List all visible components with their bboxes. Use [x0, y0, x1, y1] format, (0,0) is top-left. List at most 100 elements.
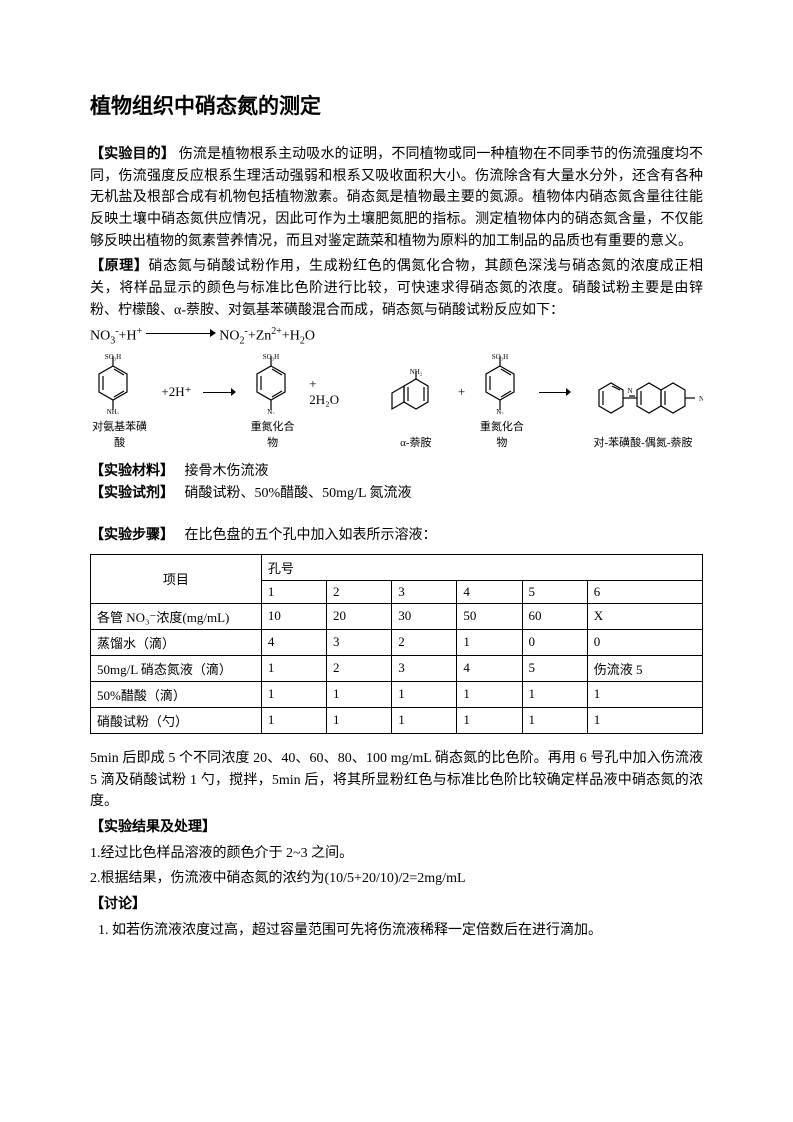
steps-line: 【实验步骤】 在比色盘的五个孔中加入如表所示溶液： — [90, 524, 703, 544]
materials-text: 接骨木伤流液 — [185, 464, 269, 479]
table-cell: 1 — [457, 681, 522, 707]
eq-zn-sup: 2+ — [271, 326, 282, 337]
table-row: 各管 NO₃⁻浓度(mg/mL)1020305060X — [91, 603, 703, 629]
table-col-head: 6 — [587, 580, 702, 603]
table-header-right: 孔号 — [261, 554, 702, 580]
table-row: 50mg/L 硝态氮液（滴）12345伤流液 5 — [91, 655, 703, 681]
chem-caption-4: 重氮化合物 — [477, 418, 526, 450]
after-table-paragraph: 5min 后即成 5 个不同浓度 20、40、60、80、100 mg/mL 硝… — [90, 748, 703, 813]
table-cell: 1 — [261, 681, 326, 707]
svg-text:N₂: N₂ — [496, 408, 504, 414]
table-cell: 3 — [327, 629, 392, 655]
spacer — [90, 504, 703, 522]
materials-line: 【实验材料】 接骨木伤流液 — [90, 460, 703, 480]
table-cell: 4 — [457, 655, 522, 681]
result-2: 2.根据结果，伤流液中硝态氮的浓约为(10/5+20/10)/2=2mg/mL — [90, 868, 703, 890]
benzene-icon: SO₃H N₂ — [477, 352, 523, 414]
chem-caption-1: 对氨基苯磺酸 — [90, 418, 149, 450]
table-cell: 2 — [327, 655, 392, 681]
table-cell: 0 — [587, 629, 702, 655]
table-cell: 1 — [327, 707, 392, 733]
table-cell: 1 — [587, 681, 702, 707]
table-cell: X — [587, 603, 702, 629]
table-col-head: 3 — [392, 580, 457, 603]
svg-text:SO₃H: SO₃H — [105, 353, 121, 361]
eq-h2o-h: +H — [282, 328, 300, 343]
table-cell: 3 — [392, 655, 457, 681]
svg-text:N₂: N₂ — [267, 408, 275, 414]
table-row: 50%醋酸（滴）111111 — [91, 681, 703, 707]
table-cell: 10 — [261, 603, 326, 629]
principle-text: 硝态氮与硝酸试粉作用，生成粉红色的偶氮化合物，其颜色深浅与硝态氮的浓度成正相关，… — [90, 259, 703, 317]
table-cell: 20 — [327, 603, 392, 629]
chem-struct-4: SO₃H N₂ 重氮化合物 — [477, 352, 526, 450]
table-row: 硝酸试粉（勺）111111 — [91, 707, 703, 733]
table-cell: 1 — [522, 681, 587, 707]
materials-label: 【实验材料】 — [90, 464, 174, 479]
table-header-row: 项目 孔号 — [91, 554, 703, 580]
table-row-label: 50%醋酸（滴） — [91, 681, 262, 707]
benzene-icon: SO₃H N₂ — [248, 352, 294, 414]
table-cell: 60 — [522, 603, 587, 629]
eq-h-sup: + — [137, 326, 143, 337]
reagents-text: 硝酸试粉、50%醋酸、50mg/L 氮流液 — [185, 486, 412, 501]
table-cell: 2 — [392, 629, 457, 655]
azo-compound-icon: N NH₂ — [583, 368, 703, 430]
benzene-icon: SO₃H NH₂ — [90, 352, 136, 414]
discuss-label-line: 【讨论】 — [90, 894, 703, 916]
results-label-line: 【实验结果及处理】 — [90, 817, 703, 839]
chem-struct-2: SO₃H N₂ 重氮化合物 — [248, 352, 297, 450]
svg-text:NH₂: NH₂ — [107, 408, 120, 414]
table-row-label: 50mg/L 硝态氮液（滴） — [91, 655, 262, 681]
table-cell: 1 — [587, 707, 702, 733]
chem-caption-3: α-萘胺 — [386, 434, 446, 450]
principle-label: 【原理】 — [90, 259, 148, 274]
svg-text:NH₂: NH₂ — [699, 395, 703, 403]
table-cell: 1 — [392, 681, 457, 707]
svg-text:NH₂: NH₂ — [410, 368, 423, 376]
chem-plus-1: +2H⁺ — [161, 384, 191, 418]
table-cell: 5 — [522, 655, 587, 681]
table-row-label: 硝酸试粉（勺） — [91, 707, 262, 733]
table-col-head: 1 — [261, 580, 326, 603]
arrow-icon — [539, 388, 571, 396]
table-cell: 伤流液 5 — [587, 655, 702, 681]
page: 植物组织中硝态氮的测定 【实验目的】 伤流是植物根系主动吸水的证明，不同植物或同… — [0, 0, 793, 1122]
table-cell: 1 — [261, 707, 326, 733]
table-cell: 0 — [522, 629, 587, 655]
reagents-line: 【实验试剂】 硝酸试粉、50%醋酸、50mg/L 氮流液 — [90, 482, 703, 502]
purpose-paragraph: 【实验目的】 伤流是植物根系主动吸水的证明，不同植物或同一种植物在不同季节的伤流… — [90, 144, 703, 252]
steps-label: 【实验步骤】 — [90, 528, 174, 543]
chem-struct-5: N NH₂ 对-苯磺酸-偶氮-萘胺 — [583, 368, 703, 450]
svg-text:SO₃H: SO₃H — [263, 353, 279, 361]
arrow-icon — [203, 388, 235, 396]
table-cell: 1 — [327, 681, 392, 707]
table-cell: 30 — [392, 603, 457, 629]
table-cell: 4 — [261, 629, 326, 655]
discuss-list: 如若伤流液浓度过高，超过容量范围可先将伤流液稀释一定倍数后在进行滴加。 — [90, 920, 703, 942]
table-header-left: 项目 — [91, 554, 262, 603]
table-row-label: 各管 NO₃⁻浓度(mg/mL) — [91, 603, 262, 629]
svg-text:SO₃H: SO₃H — [492, 353, 508, 361]
chem-plus-2: + 2H₂O — [309, 376, 345, 426]
table-cell: 1 — [392, 707, 457, 733]
data-table: 项目 孔号 123456 各管 NO₃⁻浓度(mg/mL)1020305060X… — [90, 554, 703, 734]
table-cell: 50 — [457, 603, 522, 629]
reaction-equation: NO3-+H+ NO2-+Zn2++H2O — [90, 326, 703, 346]
table-row-label: 蒸馏水（滴） — [91, 629, 262, 655]
chem-caption-2: 重氮化合物 — [248, 418, 297, 450]
table-col-head: 2 — [327, 580, 392, 603]
eq-h: +H — [119, 328, 137, 343]
table-col-head: 4 — [457, 580, 522, 603]
reagents-label: 【实验试剂】 — [90, 486, 174, 501]
results-label: 【实验结果及处理】 — [90, 820, 216, 835]
discuss-item-1: 如若伤流液浓度过高，超过容量范围可先将伤流液稀释一定倍数后在进行滴加。 — [112, 920, 703, 942]
steps-text: 在比色盘的五个孔中加入如表所示溶液： — [185, 528, 437, 543]
table-cell: 1 — [522, 707, 587, 733]
discuss-label: 【讨论】 — [90, 897, 146, 912]
eq-no3: NO — [90, 328, 110, 343]
table-cell: 1 — [457, 629, 522, 655]
table-cell: 1 — [261, 655, 326, 681]
page-title: 植物组织中硝态氮的测定 — [90, 90, 703, 120]
table-body: 各管 NO₃⁻浓度(mg/mL)1020305060X蒸馏水（滴）4321005… — [91, 603, 703, 733]
